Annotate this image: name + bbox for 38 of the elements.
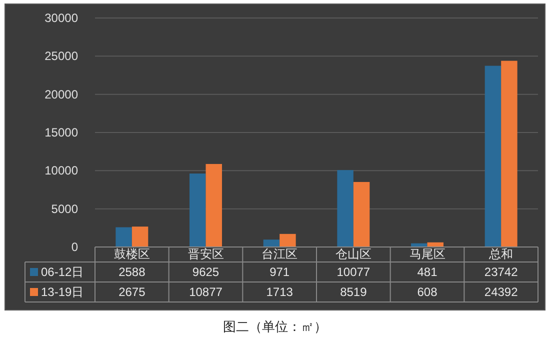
bar — [353, 182, 370, 247]
x-tick-label: 仓山区 — [335, 247, 372, 261]
data-label: 8519 — [340, 285, 368, 299]
x-tick-label: 台江区 — [262, 247, 298, 261]
y-tick-label: 5000 — [51, 202, 78, 216]
x-tick-label: 鼓楼区 — [114, 247, 150, 261]
y-tick-label: 30000 — [44, 11, 78, 25]
bar — [337, 170, 354, 247]
x-tick-label: 晋安区 — [188, 247, 224, 261]
y-tick-label: 0 — [71, 240, 78, 254]
x-tick-label: 马尾区 — [409, 247, 446, 261]
data-label: 481 — [417, 265, 438, 279]
y-tick-label: 15000 — [44, 126, 78, 140]
y-tick-label: 10000 — [44, 164, 78, 178]
data-label: 2588 — [118, 265, 146, 279]
data-label: 24392 — [484, 285, 518, 299]
bar — [206, 164, 222, 247]
bar — [116, 227, 132, 247]
bar — [263, 240, 280, 247]
bar — [501, 60, 518, 247]
data-label: 2675 — [118, 285, 146, 299]
legend-label: 06-12日 — [41, 265, 84, 279]
data-label: 10877 — [189, 285, 223, 299]
legend-label: 13-19日 — [41, 285, 84, 299]
y-tick-label: 20000 — [44, 87, 78, 102]
data-label: 10077 — [336, 265, 370, 279]
text: 图二（单位：㎡） — [223, 319, 327, 334]
bar — [132, 226, 148, 247]
data-label: 971 — [270, 265, 290, 279]
bar — [280, 234, 296, 247]
data-label: 608 — [417, 285, 438, 299]
data-label: 23742 — [484, 265, 518, 279]
x-tick-label: 总和 — [488, 247, 514, 261]
bar — [190, 174, 206, 247]
data-label: 1713 — [266, 285, 294, 299]
data-label: 9625 — [192, 265, 220, 279]
bar — [484, 66, 502, 247]
y-tick-label: 25000 — [44, 49, 78, 64]
